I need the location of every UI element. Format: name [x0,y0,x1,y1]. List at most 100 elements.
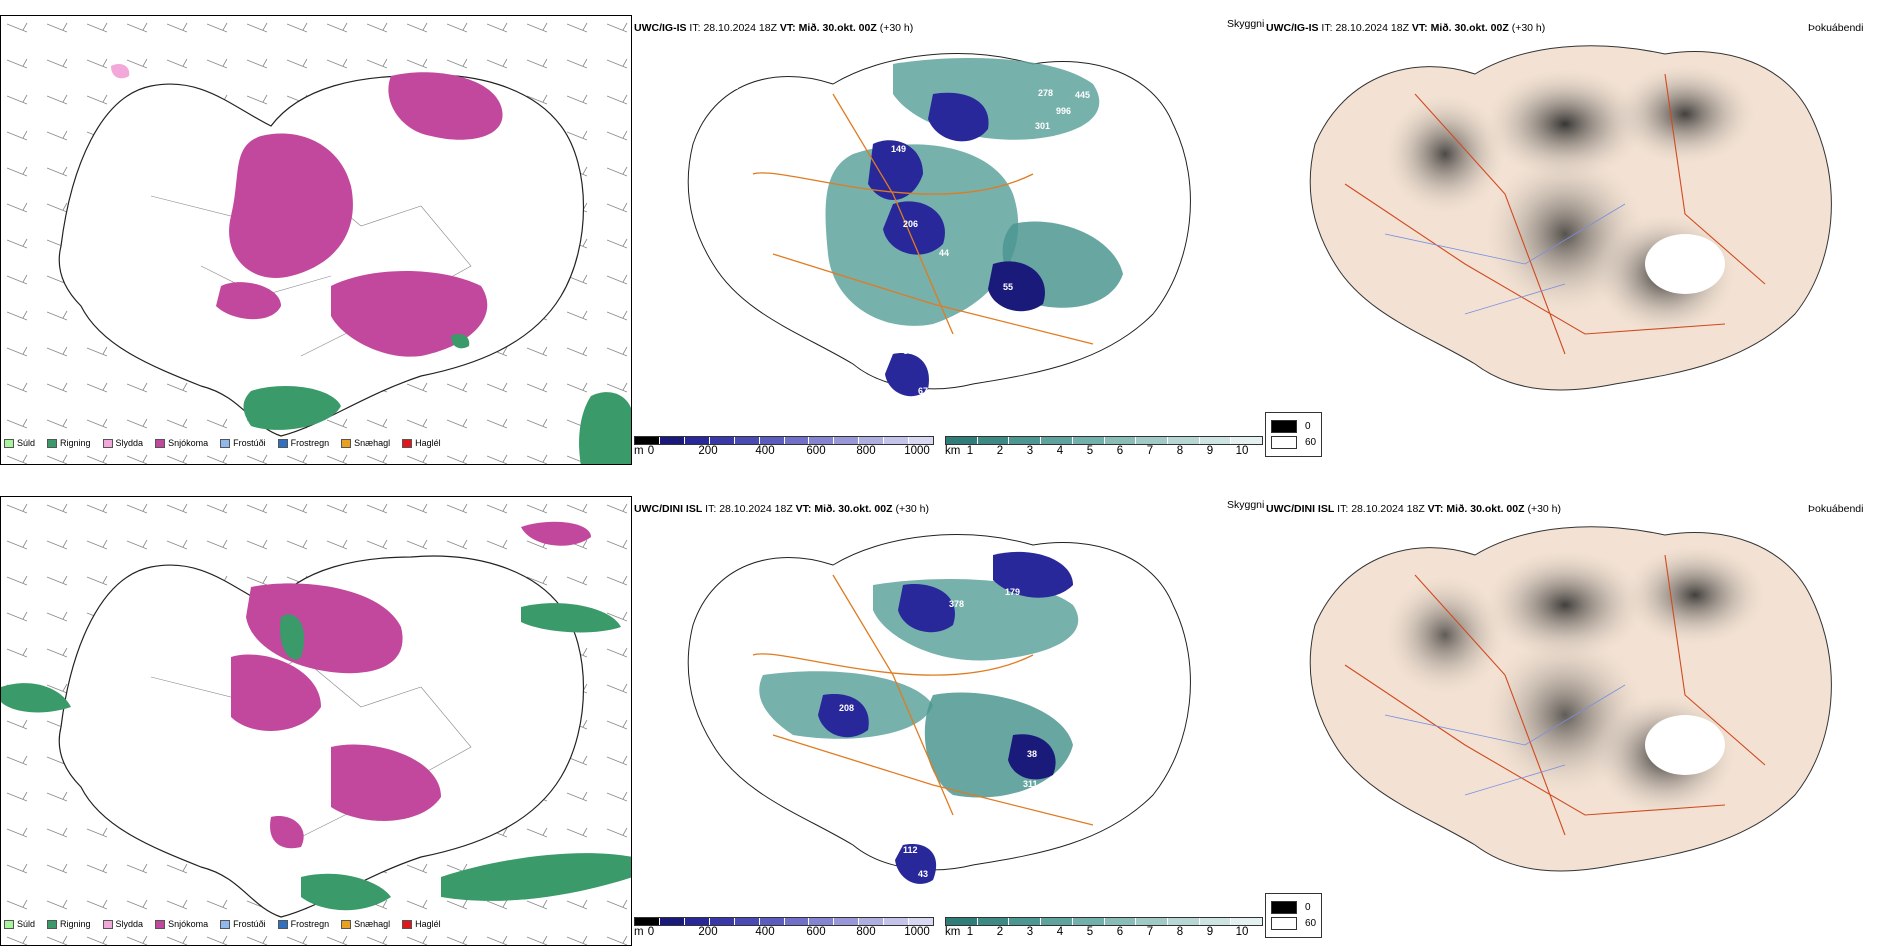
legend-item: Haglél [402,438,441,448]
cloud-label: 131 [1081,547,1096,557]
tick-label: 10 [1235,926,1249,938]
tick-label: 200 [698,445,718,457]
cloud-label: 445 [1075,90,1090,100]
tick-label: 0 [647,445,655,457]
legend-swatch [1271,436,1297,449]
legend-item: Rigning [47,438,91,448]
cloud-map-svg: 102 278 445 996 301 149 206 44 55 154 69… [687,53,1191,397]
precip-map [0,496,632,946]
tick-label: 3 [1026,926,1034,938]
cloud-label: 38 [1027,749,1037,759]
visibility-bar [945,436,1263,445]
precip-map-svg [1,16,631,464]
cloud-label: 69 [903,346,913,356]
tick-label: 8 [1176,926,1184,938]
legend-swatch [47,438,58,448]
precip-legend: Súld Rigning Slydda Snjókoma Frostúði Fr… [4,919,441,929]
legend-item: Súld [4,438,35,448]
precip-legend: Súld Rigning Slydda Snjókoma Frostúði Fr… [4,438,441,448]
tick-label: 4 [1056,445,1064,457]
unit-label: km [945,926,961,938]
cloud-base-colorbar: m 0 200 400 600 800 1000 [634,917,934,940]
tick-label: 400 [755,445,775,457]
legend-swatch [402,438,413,448]
legend-swatch [47,919,58,929]
tick-label: 2 [996,926,1004,938]
panel-type-label: Skyggni [1227,499,1265,511]
panel-title: UWC/DINI ISL IT: 28.10.2024 18Z VT: Mið.… [1266,503,1562,515]
tick-label: 600 [806,926,826,938]
tick-label: 7 [1146,445,1154,457]
legend-swatch [1271,917,1297,930]
visibility-ticks: km 1 2 3 4 5 6 7 8 9 10 [945,445,1263,459]
cloud-label: 206 [903,219,918,229]
tick-label: 400 [755,926,775,938]
legend-item: Slydda [102,919,143,929]
precip-map-svg [1,497,631,945]
legend-swatch [277,919,288,929]
tick-label: 6 [1116,445,1124,457]
cloud-label: 311 [1023,779,1038,789]
legend-swatch [102,919,113,929]
visibility-ticks: km 1 2 3 4 5 6 7 8 9 10 [945,926,1263,940]
legend-item: Frostúði [220,919,266,929]
tick-label: 9 [1206,926,1214,938]
unit-label: km [945,445,961,457]
legend-swatch [102,438,113,448]
legend-swatch [277,438,288,448]
legend-item: Frostregn [277,919,329,929]
tick-label: 1000 [904,445,930,457]
fog-map-svg [1309,526,1832,872]
cloud-base-ticks: m 0 200 400 600 800 1000 [634,926,934,940]
unit-label: m [634,926,644,938]
fog-map [1265,515,1895,905]
fog-legend-item: 60 [1271,436,1316,449]
legend-item: Frostregn [277,438,329,448]
cloud-label: 301 [1035,121,1050,131]
cloud-label: 208 [839,703,854,713]
tick-label: 8 [1176,445,1184,457]
legend-swatch [402,919,413,929]
visibility-colorbar: km 1 2 3 4 5 6 7 8 9 10 [945,917,1263,940]
cloud-label: 67 [918,386,928,396]
panel-title: UWC/DINI ISL IT: 28.10.2024 18Z VT: Mið.… [634,503,930,515]
tick-label: 10 [1235,445,1249,457]
cloud-base-ticks: m 0 200 400 600 800 1000 [634,445,934,459]
tick-label: 7 [1146,926,1154,938]
legend-item: Haglél [402,919,441,929]
tick-label: 800 [856,445,876,457]
tick-label: 5 [1086,445,1094,457]
cloud-label: 179 [1005,587,1020,597]
tick-label: 0 [647,926,655,938]
cloud-label: 278 [1038,88,1053,98]
cloud-label: 996 [1056,106,1071,116]
legend-item: Rigning [47,919,91,929]
legend-swatch [155,438,166,448]
panel-title: UWC/IG-IS IT: 28.10.2024 18Z VT: Mið. 30… [634,22,914,34]
cloud-label: 142 [843,563,858,573]
tick-label: 600 [806,445,826,457]
fog-legend-item: 60 [1271,917,1316,930]
tick-label: 4 [1056,926,1064,938]
cloud-map-svg: 142 131 179 378 339 208 38 311 112 43 [687,534,1191,884]
unit-label: m [634,445,644,457]
legend-swatch [220,438,231,448]
tick-label: 800 [856,926,876,938]
fog-legend: 0 60 [1265,893,1323,938]
tick-label: 1000 [904,926,930,938]
cloud-label: 149 [891,144,906,154]
legend-item: Slydda [102,438,143,448]
tick-label: 2 [996,445,1004,457]
tick-label: 5 [1086,926,1094,938]
cloud-label: 55 [1003,282,1013,292]
legend-item: Snæhagl [341,438,390,448]
precip-map [0,15,632,465]
cloud-map: 142 131 179 378 339 208 38 311 112 43 [633,515,1267,915]
cloud-label: 339 [1096,623,1111,633]
legend-swatch [341,919,352,929]
legend-item: Frostúði [220,438,266,448]
fog-legend-item: 0 [1271,901,1316,914]
legend-swatch [220,919,231,929]
tick-label: 9 [1206,445,1214,457]
cloud-label: 44 [939,248,949,258]
